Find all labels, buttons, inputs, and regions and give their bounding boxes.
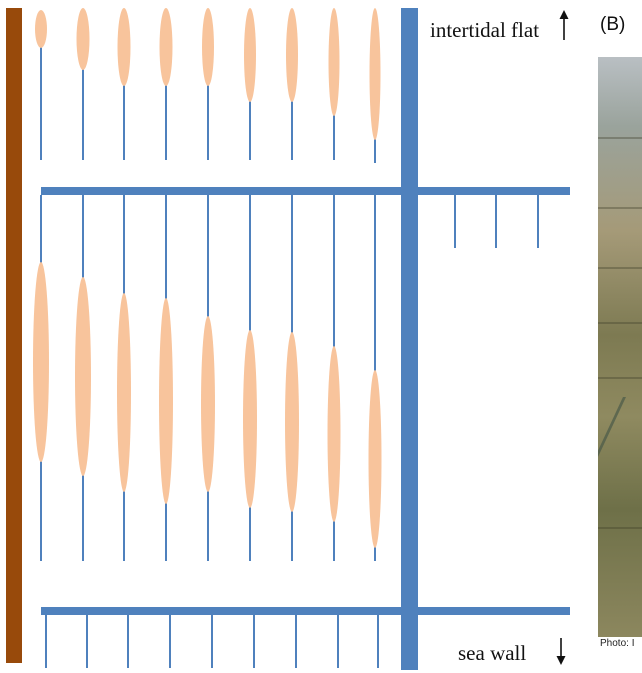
arrow-up-icon <box>559 10 569 40</box>
sea-wall-label: sea wall <box>458 641 526 665</box>
upper-vegetation-patch <box>286 8 298 102</box>
intertidal-flat-label: intertidal flat <box>430 18 539 42</box>
lower-horizontal-channel <box>41 607 570 615</box>
upper-vegetation-patch <box>76 8 90 70</box>
upper-vegetation-patch <box>328 8 340 116</box>
upper-horizontal-channel <box>41 187 570 195</box>
main-vertical-channel <box>401 8 418 670</box>
upper-vegetation-patch <box>159 8 173 86</box>
middle-vegetation-patch <box>327 346 341 522</box>
upper-vegetation-patch <box>202 8 214 86</box>
upper-vegetation-patch <box>35 10 47 48</box>
middle-vegetation-patch <box>33 262 49 462</box>
upper-vegetation-patch <box>369 8 381 140</box>
panel-label: (B) <box>600 14 625 35</box>
arrow-down-icon <box>556 638 566 665</box>
middle-vegetation-patch <box>75 277 91 476</box>
middle-vegetation-patch <box>117 293 131 492</box>
middle-vegetation-patch <box>243 330 257 508</box>
middle-vegetation-patch <box>201 316 215 492</box>
photo-credit: Photo: I <box>600 638 635 649</box>
middle-vegetation-patch <box>159 298 173 504</box>
middle-vegetation-patch <box>285 332 299 512</box>
upper-vegetation-patch <box>117 8 131 86</box>
upper-vegetation-patch <box>244 8 256 102</box>
middle-vegetation-patch <box>368 370 382 548</box>
vegetation-patches <box>33 8 382 548</box>
aerial-photo <box>598 57 642 637</box>
sea-wall-strip <box>6 8 22 663</box>
